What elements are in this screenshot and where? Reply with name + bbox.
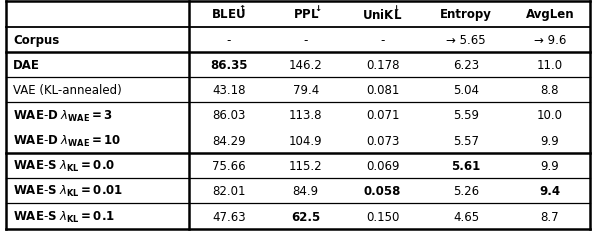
Text: 9.4: 9.4 [539, 185, 560, 198]
Text: 79.4: 79.4 [293, 84, 319, 97]
Text: -: - [226, 33, 231, 46]
Text: ↑: ↑ [238, 4, 246, 12]
Text: 0.058: 0.058 [364, 185, 401, 198]
Text: -: - [380, 33, 385, 46]
Text: 113.8: 113.8 [289, 109, 322, 122]
Text: -: - [303, 33, 308, 46]
Text: VAE (KL-annealed): VAE (KL-annealed) [13, 84, 122, 97]
Text: 0.071: 0.071 [366, 109, 399, 122]
Text: → 9.6: → 9.6 [533, 33, 566, 46]
Text: $\mathbf{WAE\text{-}S}$ $\lambda_{\mathbf{KL}}$$\mathbf{= 0.1}$: $\mathbf{WAE\text{-}S}$ $\lambda_{\mathb… [13, 209, 115, 224]
Text: 84.9: 84.9 [293, 185, 319, 198]
Text: $\mathbf{UniKL}$: $\mathbf{UniKL}$ [362, 8, 403, 22]
Text: 5.61: 5.61 [452, 159, 481, 172]
Text: $\mathbf{WAE\text{-}S}$ $\lambda_{\mathbf{KL}}$$\mathbf{= 0.0}$: $\mathbf{WAE\text{-}S}$ $\lambda_{\mathb… [13, 158, 115, 173]
Text: 115.2: 115.2 [289, 159, 322, 172]
Text: $\mathbf{PPL}$: $\mathbf{PPL}$ [293, 8, 319, 21]
Text: 5.57: 5.57 [453, 134, 479, 147]
Text: AvgLen: AvgLen [526, 8, 574, 21]
Text: 6.23: 6.23 [453, 59, 479, 72]
Text: $\mathbf{WAE\text{-}D}$ $\lambda_{\mathbf{WAE}}$$\mathbf{=10}$: $\mathbf{WAE\text{-}D}$ $\lambda_{\mathb… [13, 133, 122, 148]
Text: 0.178: 0.178 [366, 59, 399, 72]
Text: 9.9: 9.9 [541, 134, 559, 147]
Text: 62.5: 62.5 [291, 210, 321, 223]
Text: ↓: ↓ [314, 4, 321, 12]
Text: 82.01: 82.01 [212, 185, 246, 198]
Text: 0.073: 0.073 [366, 134, 399, 147]
Text: 8.7: 8.7 [541, 210, 559, 223]
Text: 146.2: 146.2 [289, 59, 322, 72]
Text: 9.9: 9.9 [541, 159, 559, 172]
Text: 10.0: 10.0 [537, 109, 563, 122]
Text: Corpus: Corpus [13, 33, 60, 46]
Text: Entropy: Entropy [440, 8, 492, 21]
Text: 86.35: 86.35 [210, 59, 248, 72]
Text: 11.0: 11.0 [537, 59, 563, 72]
Text: 8.8: 8.8 [541, 84, 559, 97]
Text: 47.63: 47.63 [212, 210, 246, 223]
Text: 86.03: 86.03 [212, 109, 246, 122]
Text: $\mathbf{BLEU}$: $\mathbf{BLEU}$ [212, 8, 246, 21]
Text: 4.65: 4.65 [453, 210, 479, 223]
Text: 5.26: 5.26 [453, 185, 479, 198]
Text: DAE: DAE [13, 59, 40, 72]
Text: → 5.65: → 5.65 [446, 33, 486, 46]
Text: 5.59: 5.59 [453, 109, 479, 122]
Text: $\mathbf{WAE\text{-}D}$ $\lambda_{\mathbf{WAE}}$$\mathbf{=3}$: $\mathbf{WAE\text{-}D}$ $\lambda_{\mathb… [13, 108, 113, 123]
Text: 75.66: 75.66 [212, 159, 246, 172]
Text: $\mathbf{WAE\text{-}S}$ $\lambda_{\mathbf{KL}}$$\mathbf{= 0.01}$: $\mathbf{WAE\text{-}S}$ $\lambda_{\mathb… [13, 183, 123, 198]
Text: 84.29: 84.29 [212, 134, 246, 147]
Text: 0.081: 0.081 [366, 84, 399, 97]
Text: 0.150: 0.150 [366, 210, 399, 223]
Text: ↓: ↓ [392, 4, 399, 12]
Text: 0.069: 0.069 [366, 159, 399, 172]
Text: 43.18: 43.18 [212, 84, 246, 97]
Text: 104.9: 104.9 [289, 134, 322, 147]
Text: 5.04: 5.04 [453, 84, 479, 97]
